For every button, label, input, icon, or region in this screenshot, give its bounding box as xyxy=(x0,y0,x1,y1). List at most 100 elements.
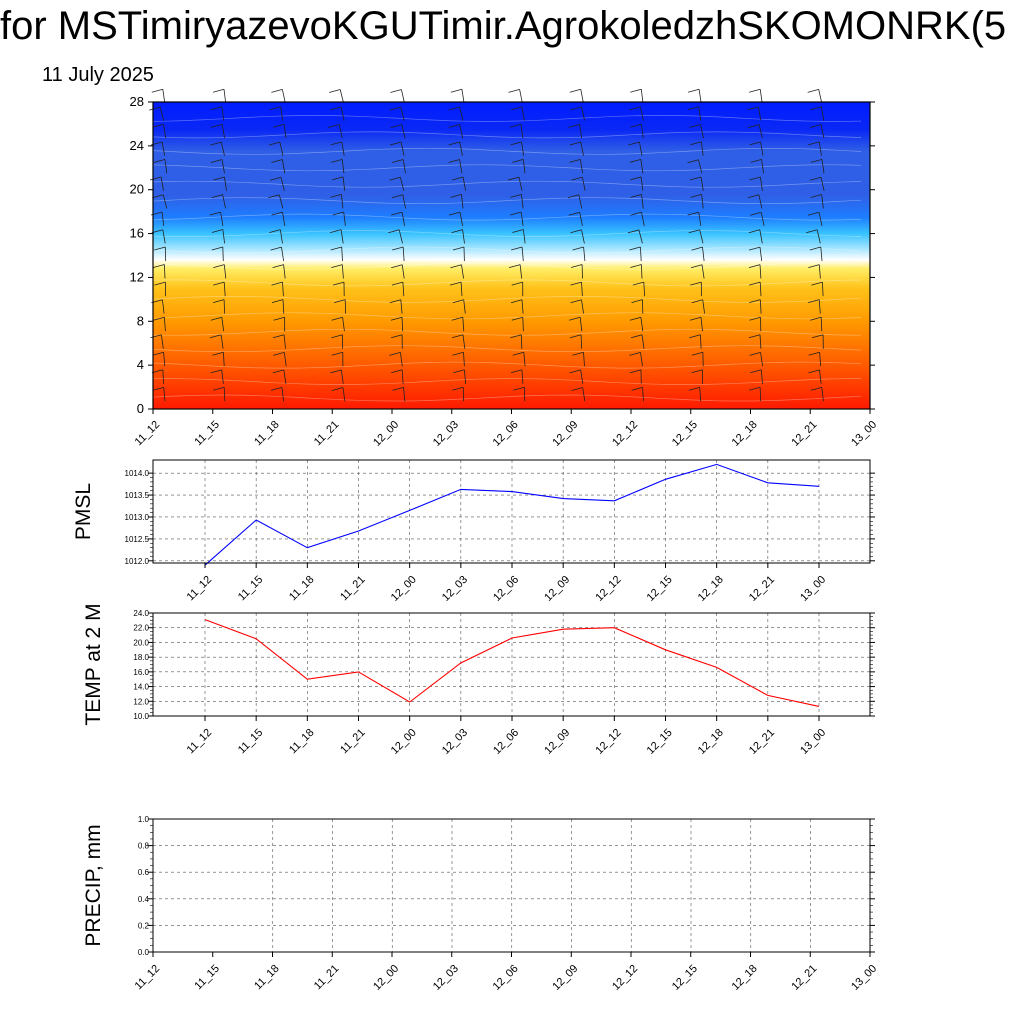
y-tick-label: 20.0 xyxy=(133,638,149,647)
wind-barb xyxy=(154,246,167,262)
y-tick-label: 0 xyxy=(137,401,144,416)
wind-barb xyxy=(510,369,524,384)
wind-barb xyxy=(630,194,644,209)
x-tick-label: 12_06 xyxy=(491,574,521,604)
wind-barb xyxy=(330,141,345,156)
wind-barb xyxy=(389,141,405,156)
wind-barb xyxy=(750,211,765,226)
wind-barb xyxy=(508,264,523,279)
wind-barb xyxy=(689,176,704,191)
y-axis-label: TEMP at 2 M xyxy=(82,603,105,725)
y-tick-label: 0.4 xyxy=(138,895,150,904)
x-tick-label: 11_12 xyxy=(185,727,215,757)
wind-barb xyxy=(213,281,226,297)
wind-barb xyxy=(810,159,825,174)
wind-barb xyxy=(213,176,227,191)
y-tick-label: 12 xyxy=(130,269,144,284)
wind-barb xyxy=(210,106,225,121)
wind-barb xyxy=(452,299,466,314)
x-tick-label: 12_00 xyxy=(389,727,419,757)
heatmap-contour xyxy=(152,115,862,122)
wind-barb xyxy=(270,387,284,402)
wind-barb xyxy=(211,124,225,139)
y-tick-label: 22.0 xyxy=(133,624,149,633)
heatmap-contour xyxy=(152,197,862,205)
y-tick-label: 28 xyxy=(130,94,144,109)
wind-barb xyxy=(810,316,823,332)
wind-barb xyxy=(390,211,405,226)
wind-barb xyxy=(451,316,465,332)
x-tick-label: 11_21 xyxy=(338,727,368,757)
wind-barb xyxy=(810,106,825,121)
wind-barb xyxy=(747,124,763,139)
wind-barb xyxy=(448,124,464,139)
wind-barb xyxy=(510,299,524,314)
wind-barb xyxy=(510,246,524,262)
wind-barb xyxy=(691,351,704,367)
wind-barb xyxy=(630,334,645,349)
wind-barb xyxy=(334,299,346,314)
wind-barb xyxy=(331,316,345,332)
wind-barb xyxy=(448,159,463,174)
wind-barb xyxy=(749,352,763,367)
wind-barb xyxy=(213,264,227,279)
y-tick-label: 1013.5 xyxy=(125,491,150,500)
wind-barb xyxy=(210,316,225,332)
series-line xyxy=(204,619,820,707)
heatmap-contour xyxy=(152,164,862,172)
wind-barb xyxy=(629,352,643,367)
wind-barb xyxy=(809,176,825,191)
wind-barb xyxy=(391,369,404,384)
wind-barb xyxy=(809,246,823,262)
x-tick-label: 12_18 xyxy=(696,574,726,604)
y-axis-label: PRECIP, mm xyxy=(82,824,105,946)
wind-barb xyxy=(690,281,702,297)
wind-barb xyxy=(512,351,526,367)
wind-barb xyxy=(750,369,763,384)
heatmap-contour xyxy=(152,131,862,139)
wind-barb xyxy=(329,89,344,104)
wind-barb xyxy=(330,246,343,262)
wind-barb xyxy=(749,299,762,314)
wind-barb xyxy=(209,211,224,226)
x-tick-label: 12_12 xyxy=(610,419,640,449)
wind-barb xyxy=(268,194,284,209)
y-tick-label: 24.0 xyxy=(133,609,149,618)
wind-barb xyxy=(213,386,226,402)
wind-barb xyxy=(691,299,705,314)
wind-barb xyxy=(510,211,524,226)
wind-barb xyxy=(806,229,821,244)
wind-barb xyxy=(448,106,464,121)
wind-barb xyxy=(332,211,346,226)
wind-barb xyxy=(392,387,406,402)
wind-barb xyxy=(690,194,704,209)
wind-barb xyxy=(628,141,643,156)
x-tick-label: 11_15 xyxy=(192,419,222,449)
heatmap-contour xyxy=(152,246,862,254)
wind-barb xyxy=(271,281,284,297)
wind-barb xyxy=(150,334,164,349)
wind-barb xyxy=(808,141,822,156)
wind-barb xyxy=(569,159,583,174)
wind-barb xyxy=(567,194,583,209)
x-tick-label: 11_18 xyxy=(287,574,317,604)
wind-barb xyxy=(272,334,286,349)
x-tick-label: 12_18 xyxy=(696,727,726,757)
wind-barb xyxy=(389,176,405,191)
wind-barb xyxy=(154,281,166,297)
wind-barb xyxy=(510,334,523,349)
heatmap-contour xyxy=(152,230,862,237)
wind-barb xyxy=(629,246,642,262)
wind-barb xyxy=(390,89,405,104)
wind-barb xyxy=(807,211,823,226)
series-line xyxy=(204,463,820,566)
wind-barb xyxy=(509,123,524,139)
wind-barb xyxy=(749,281,762,297)
y-tick-label: 8 xyxy=(137,313,144,328)
wind-barb xyxy=(630,211,645,226)
x-tick-label: 11_21 xyxy=(312,419,342,449)
wind-barb xyxy=(153,159,168,174)
wind-barb xyxy=(507,176,523,191)
wind-barb xyxy=(452,386,464,402)
x-tick-label: 12_09 xyxy=(550,419,580,449)
